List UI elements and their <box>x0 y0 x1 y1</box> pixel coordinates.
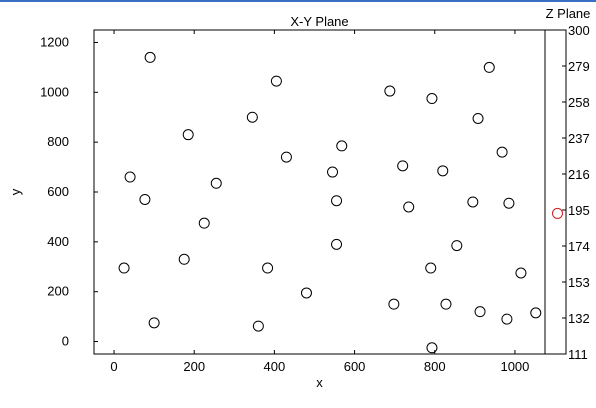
xy-point-25 <box>118 262 130 274</box>
xy-point-28 <box>515 267 527 279</box>
y-tick-label-2: 400 <box>47 234 69 249</box>
z-tick-label-0: 111 <box>568 347 588 362</box>
x-tick-label-4: 800 <box>424 359 446 374</box>
xy-point-36 <box>252 320 264 332</box>
x-tick-label-3: 600 <box>344 359 366 374</box>
xy-point-20 <box>403 201 415 213</box>
xy-point-26 <box>262 262 274 274</box>
xy-point-7 <box>182 129 194 141</box>
z-point-0 <box>552 207 563 219</box>
z-plot-area <box>544 29 567 355</box>
xy-point-16 <box>139 193 151 205</box>
x-tick-label-2: 400 <box>264 359 286 374</box>
xy-point-24 <box>178 253 190 265</box>
z-plane-title: Z Plane <box>546 6 591 21</box>
x-tick-label-5: 1000 <box>500 359 529 374</box>
xy-point-4 <box>483 61 495 73</box>
xy-point-5 <box>246 111 258 123</box>
y-tick-label-1: 200 <box>47 284 69 299</box>
y-tick-label-6: 1200 <box>40 34 69 49</box>
xy-point-30 <box>388 298 400 310</box>
xy-point-6 <box>472 112 484 124</box>
xy-point-15 <box>210 177 222 189</box>
y-tick-label-4: 800 <box>47 134 69 149</box>
xy-point-14 <box>124 171 136 183</box>
xy-point-2 <box>384 85 396 97</box>
xy-point-35 <box>148 317 160 329</box>
z-tick-label-1: 132 <box>568 311 590 326</box>
x-tick-label-1: 200 <box>183 359 205 374</box>
xy-point-13 <box>327 166 339 178</box>
y-tick-label-0: 0 <box>62 334 69 349</box>
z-plane: 111 132 153 174 195 216 237 258 279 300 Z Plane <box>544 6 591 362</box>
xy-point-31 <box>440 298 452 310</box>
xy-plane-title: X-Y Plane <box>290 14 348 29</box>
xy-point-34 <box>501 313 513 325</box>
x-axis-label: x <box>316 375 323 390</box>
xy-point-8 <box>336 140 348 152</box>
xy-point-3 <box>426 93 438 105</box>
z-axis-ticks: 111 132 153 174 195 216 237 258 279 300 <box>562 23 590 362</box>
y-axis-ticks: 0 200 400 600 800 1000 1200 <box>40 34 98 349</box>
z-tick-label-4: 195 <box>568 203 590 218</box>
xy-point-17 <box>331 195 343 207</box>
x-tick-label-0: 0 <box>110 359 117 374</box>
z-tick-label-2: 153 <box>568 275 590 290</box>
xy-plane: 0 200 400 600 800 1000 020040060080010001200 … <box>8 14 546 390</box>
y-axis-label: y <box>8 188 23 195</box>
xy-point-18 <box>467 196 479 208</box>
y-tick-label-5: 1000 <box>40 84 69 99</box>
xy-point-10 <box>280 151 292 163</box>
xy-point-9 <box>496 146 508 158</box>
z-tick-label-8: 279 <box>568 59 590 74</box>
z-tick-label-7: 258 <box>568 95 590 110</box>
xy-point-23 <box>451 240 463 252</box>
z-tick-label-9: 300 <box>568 23 590 38</box>
xy-point-0 <box>144 51 156 63</box>
z-tick-label-3: 174 <box>568 239 590 254</box>
x-axis-ticks: 0 200 400 600 800 1000 <box>110 30 529 374</box>
xy-point-22 <box>331 238 343 250</box>
xy-point-32 <box>474 306 486 318</box>
xy-point-1 <box>270 75 282 87</box>
z-tick-label-6: 237 <box>568 131 590 146</box>
z-points <box>552 207 563 219</box>
y-tick-label-3: 600 <box>47 184 69 199</box>
window-top-border <box>0 0 596 2</box>
xy-point-27 <box>425 262 437 274</box>
xy-point-12 <box>437 165 449 177</box>
xy-point-33 <box>530 307 542 319</box>
xy-plot-area <box>93 29 546 355</box>
xy-point-29 <box>300 287 312 299</box>
xy-point-19 <box>503 197 515 209</box>
xy-point-21 <box>198 217 210 229</box>
xy-point-37 <box>426 342 438 354</box>
z-tick-label-5: 216 <box>568 167 590 182</box>
xy-points <box>118 51 542 354</box>
xy-point-11 <box>397 160 409 172</box>
